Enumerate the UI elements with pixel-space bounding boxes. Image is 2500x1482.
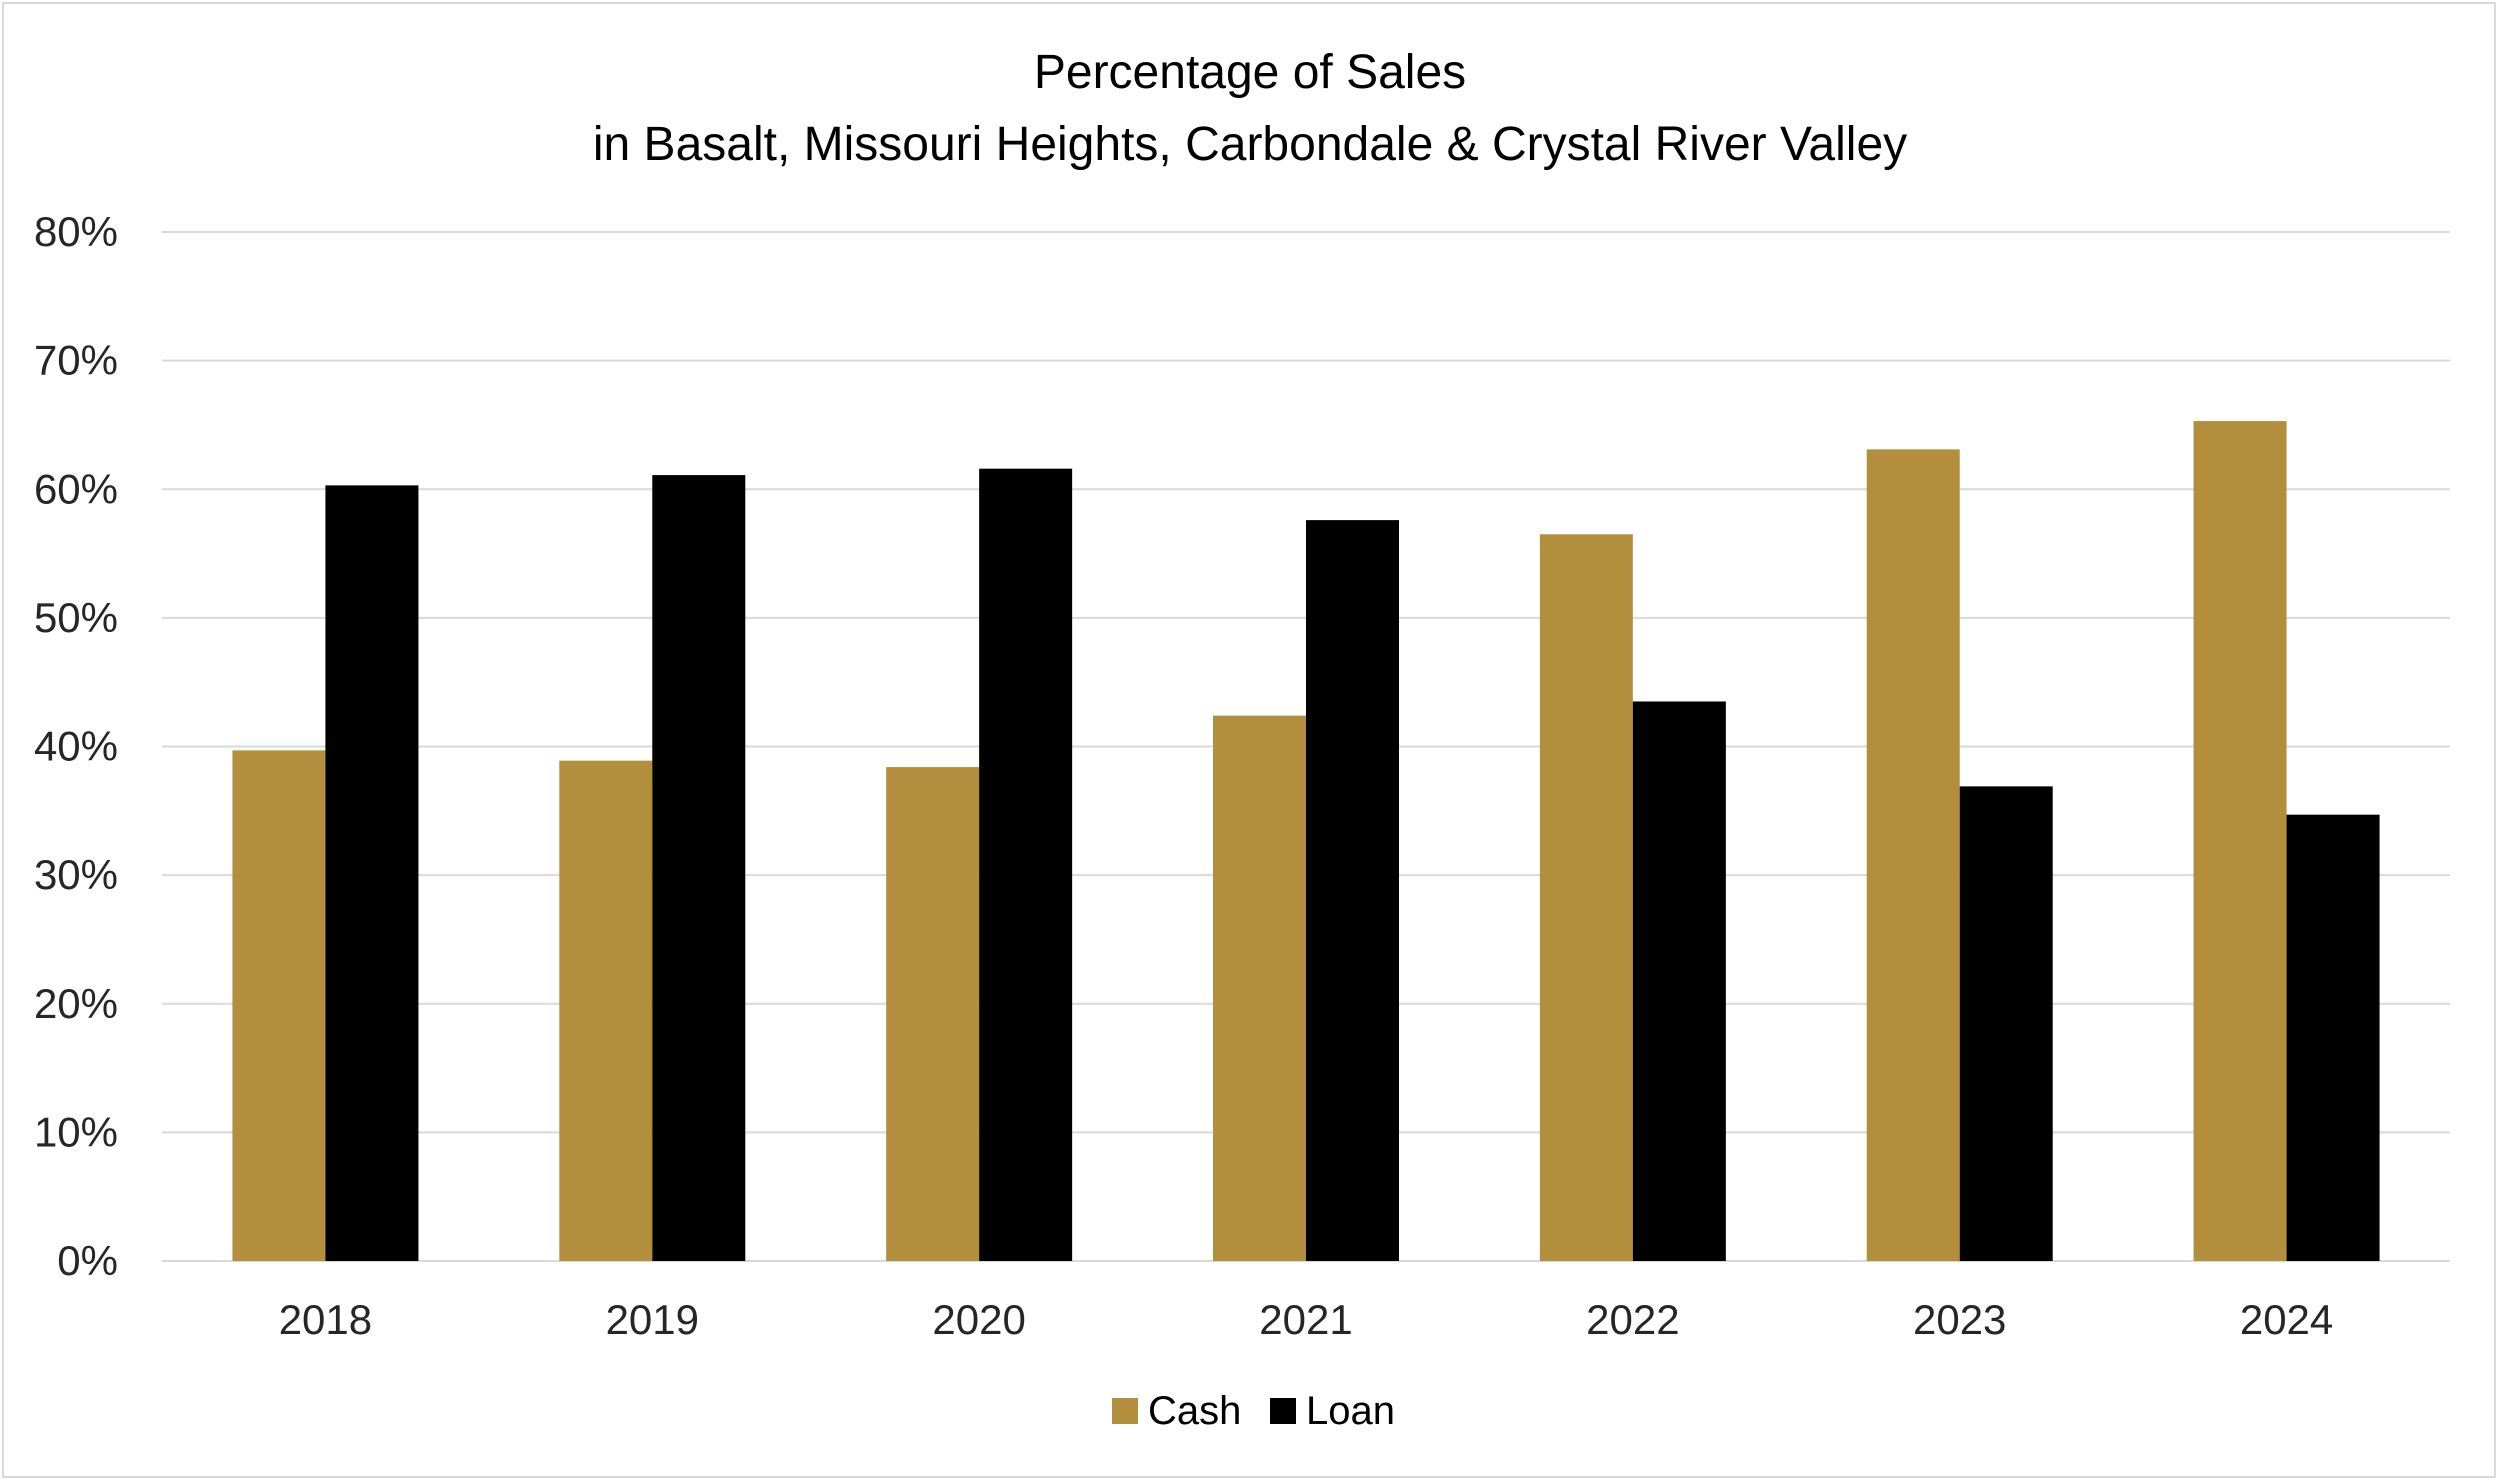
x-tick-label: 2018	[279, 1296, 372, 1343]
y-tick-label: 0%	[57, 1237, 118, 1284]
bar-loan-2019	[652, 475, 746, 1261]
x-axis-tick-labels: 2018 2019 2020 2021 2022 2023 2024	[279, 1296, 2334, 1343]
x-tick-label: 2021	[1259, 1296, 1352, 1343]
chart-subtitle: in Basalt, Missouri Heights, Carbondale …	[593, 118, 1907, 171]
y-tick-label: 50%	[34, 594, 118, 641]
legend: Cash Loan	[1112, 1389, 1395, 1433]
bar-cash-2022	[1539, 534, 1633, 1261]
bar-loan-2018	[325, 485, 419, 1261]
legend-label-loan: Loan	[1306, 1389, 1395, 1433]
bar-cash-2020	[886, 767, 980, 1261]
y-tick-label: 80%	[34, 208, 118, 255]
x-tick-label: 2019	[606, 1296, 699, 1343]
bar-loan-2022	[1632, 701, 1726, 1261]
y-tick-label: 70%	[34, 337, 118, 384]
bar-cash-2021	[1213, 715, 1306, 1261]
chart-title: Percentage of Sales	[1034, 46, 1466, 99]
y-tick-label: 30%	[34, 851, 118, 898]
bar-cash-2018	[232, 750, 326, 1261]
x-tick-label: 2022	[1586, 1296, 1679, 1343]
y-axis-tick-labels: 0% 10% 20% 30% 40% 50% 60% 70% 80%	[34, 208, 118, 1284]
x-tick-label: 2024	[2240, 1296, 2333, 1343]
legend-label-cash: Cash	[1148, 1389, 1241, 1433]
y-tick-label: 60%	[34, 465, 118, 512]
bars	[232, 421, 2380, 1262]
bar-cash-2023	[1866, 449, 1960, 1262]
y-tick-label: 20%	[34, 980, 118, 1027]
x-tick-label: 2020	[932, 1296, 1025, 1343]
bar-cash-2024	[2193, 421, 2287, 1261]
y-tick-label: 40%	[34, 723, 118, 770]
bar-loan-2023	[1959, 786, 2053, 1261]
bar-cash-2019	[559, 760, 653, 1261]
x-tick-label: 2023	[1913, 1296, 2006, 1343]
bar-loan-2024	[2286, 814, 2380, 1261]
bar-loan-2021	[1306, 520, 1399, 1261]
legend-swatch-loan	[1270, 1398, 1296, 1424]
bar-loan-2020	[979, 468, 1073, 1261]
legend-swatch-cash	[1112, 1398, 1138, 1424]
y-tick-label: 10%	[34, 1108, 118, 1155]
